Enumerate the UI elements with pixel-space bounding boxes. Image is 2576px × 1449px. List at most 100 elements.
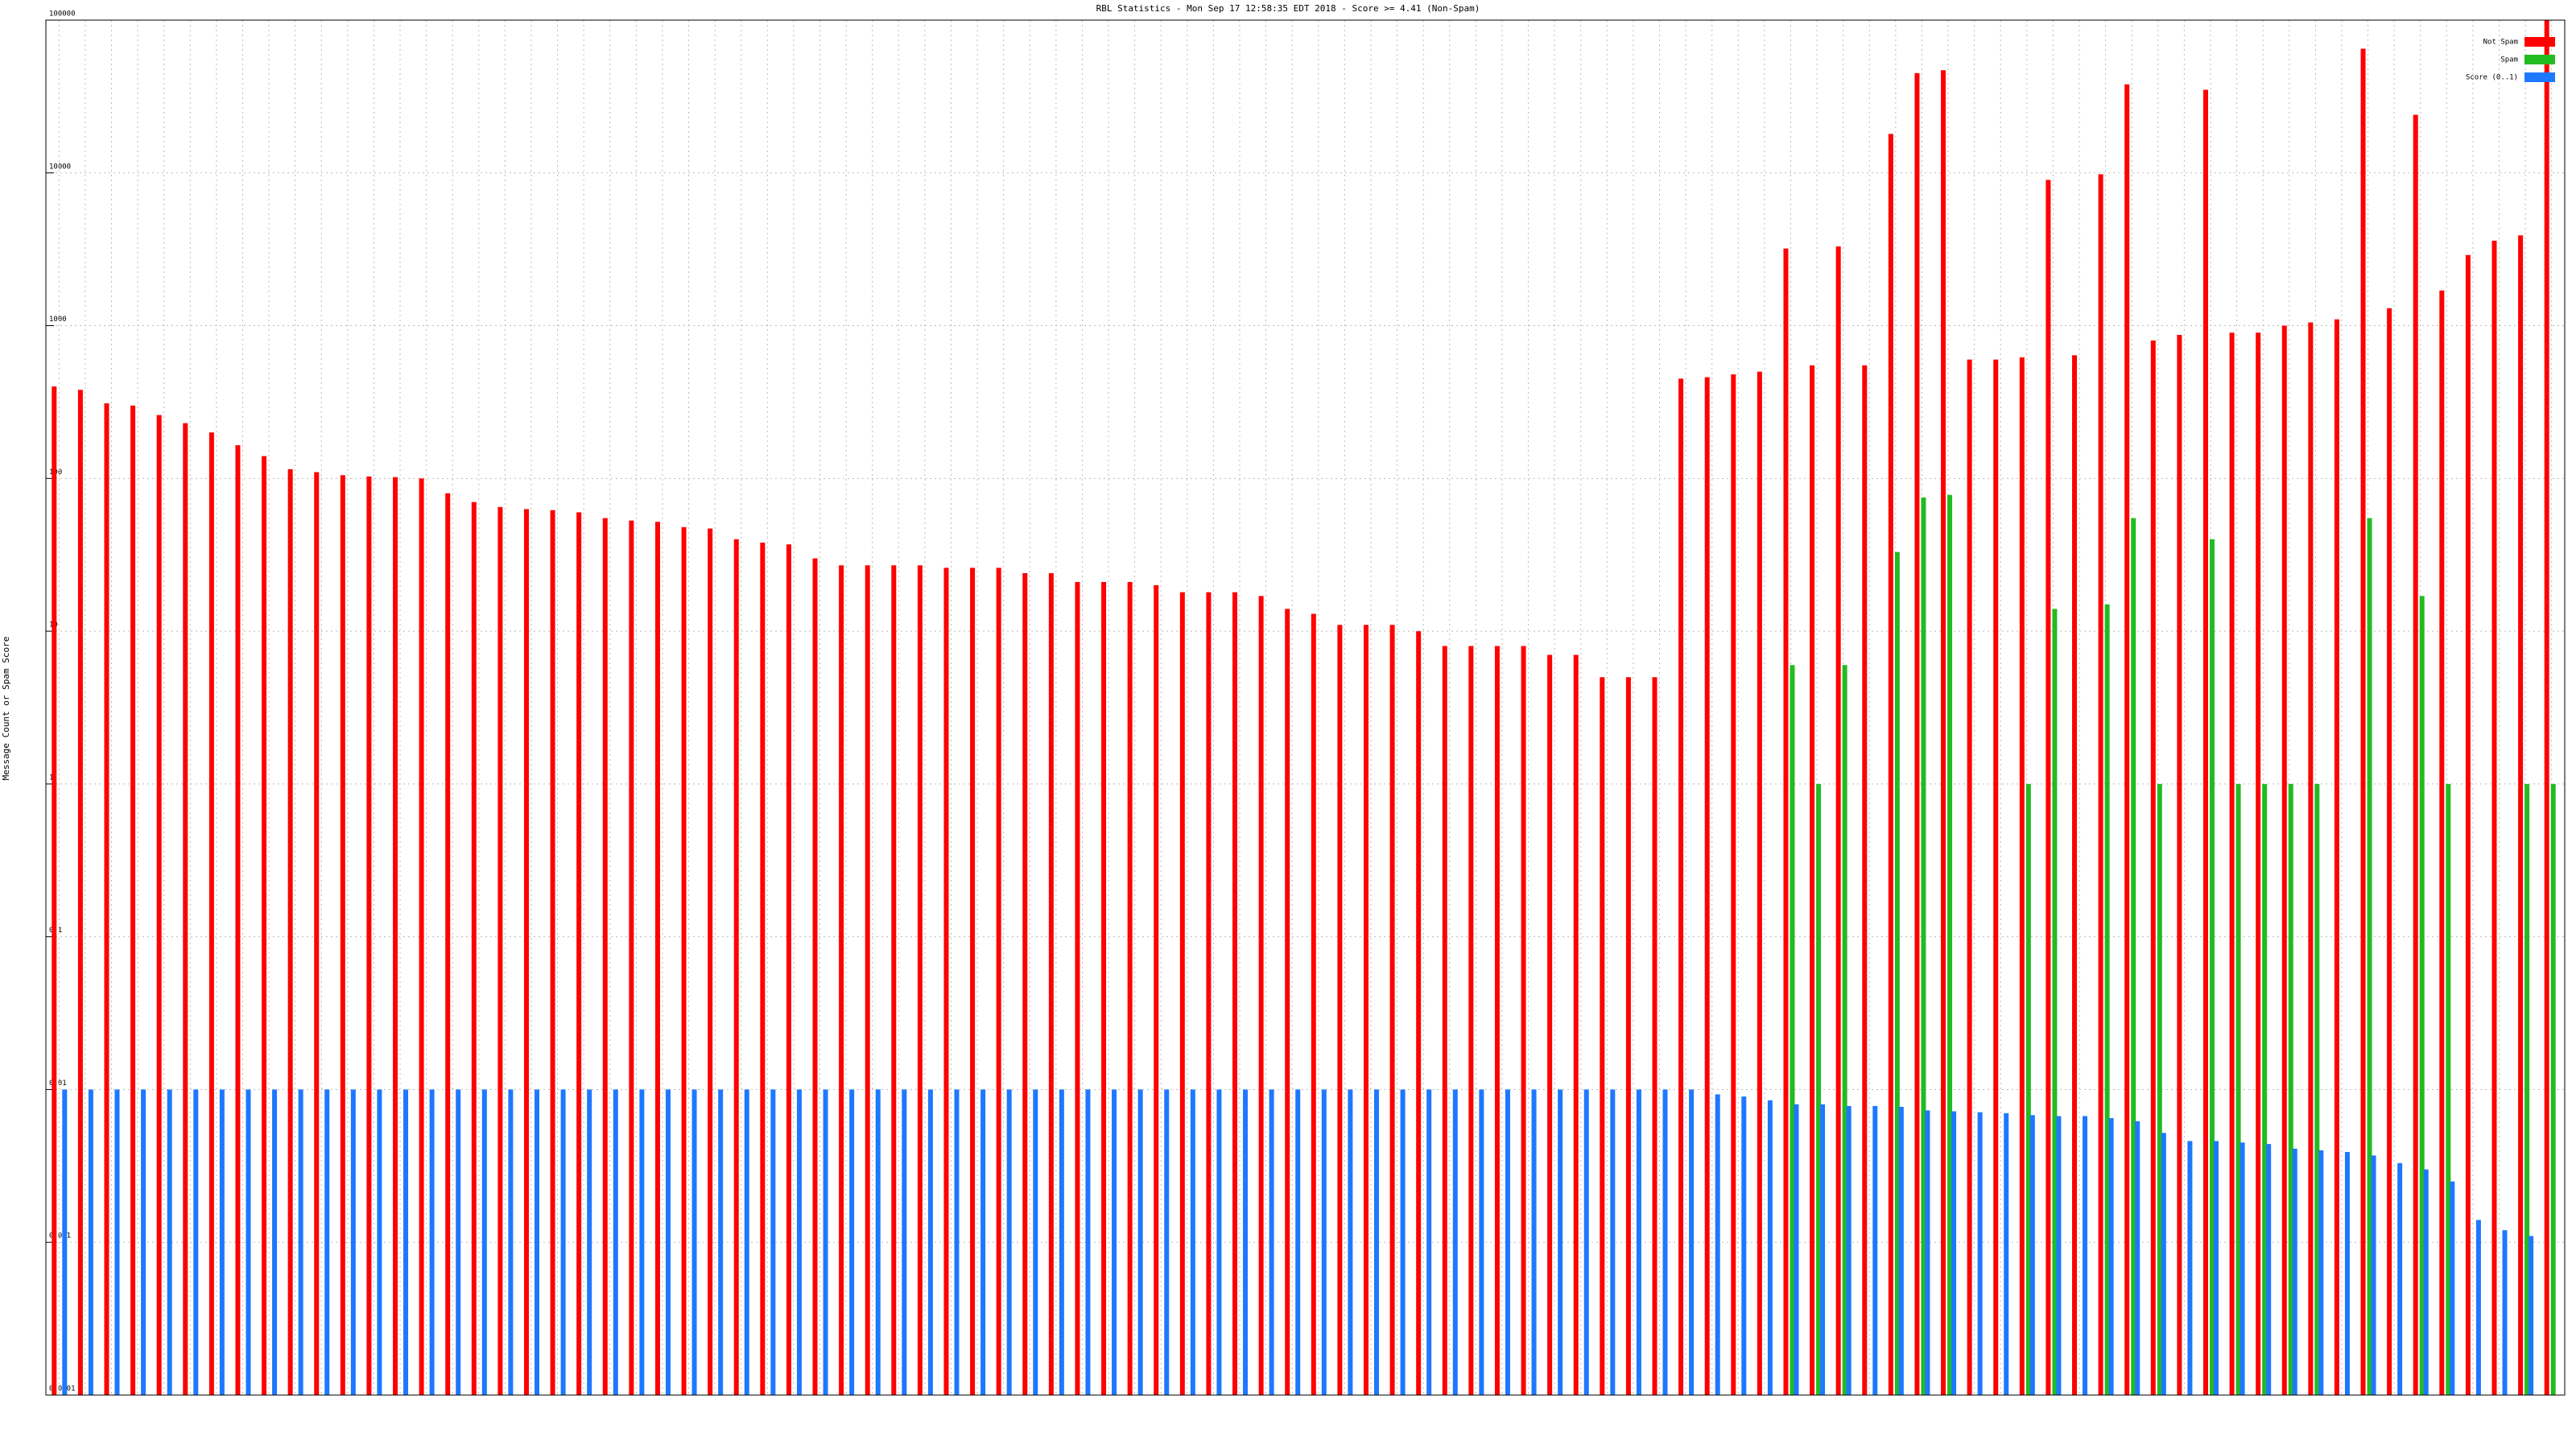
bar bbox=[917, 565, 923, 1396]
bar bbox=[2413, 114, 2418, 1396]
bar bbox=[1006, 1089, 1012, 1395]
bar bbox=[1898, 1106, 1904, 1395]
legend-label: Spam bbox=[2500, 56, 2518, 64]
bar bbox=[1442, 646, 1447, 1395]
bar bbox=[287, 469, 293, 1395]
bar bbox=[2161, 1133, 2166, 1395]
bar bbox=[902, 1089, 907, 1395]
bar bbox=[996, 568, 1001, 1395]
bar bbox=[639, 1089, 645, 1395]
bar bbox=[1816, 783, 1822, 1395]
bar bbox=[786, 544, 791, 1395]
bar bbox=[2475, 1220, 2481, 1395]
bar bbox=[1206, 592, 1212, 1395]
bar bbox=[796, 1089, 802, 1395]
bar bbox=[1505, 1089, 1510, 1395]
bar bbox=[1479, 1089, 1484, 1395]
bar bbox=[1059, 1089, 1064, 1395]
bar bbox=[2124, 84, 2130, 1396]
bar bbox=[812, 558, 818, 1395]
y-tick-label: 1000 bbox=[49, 316, 67, 324]
bar bbox=[1993, 359, 1999, 1396]
bar bbox=[1285, 609, 1290, 1395]
bar bbox=[1164, 1089, 1170, 1395]
bar bbox=[2083, 1116, 2088, 1395]
bar bbox=[2052, 609, 2058, 1395]
bar bbox=[456, 1089, 461, 1395]
bar bbox=[1783, 248, 1789, 1395]
bar bbox=[2367, 518, 2372, 1396]
bar bbox=[2229, 332, 2235, 1396]
y-tick-label: 100000 bbox=[49, 10, 76, 19]
bar bbox=[1947, 494, 1953, 1395]
bar bbox=[1468, 646, 1474, 1395]
plot-frame bbox=[45, 19, 2566, 1396]
bar bbox=[1715, 1094, 1720, 1395]
bar bbox=[2262, 783, 2268, 1395]
bar bbox=[2465, 254, 2471, 1395]
bar bbox=[2288, 783, 2293, 1395]
bar bbox=[849, 1089, 855, 1395]
legend-swatch bbox=[2524, 72, 2555, 82]
bar bbox=[114, 1089, 120, 1395]
bar bbox=[744, 1089, 749, 1395]
bar bbox=[770, 1089, 776, 1395]
bar bbox=[523, 509, 529, 1395]
bar bbox=[2266, 1144, 2272, 1395]
bar bbox=[2235, 783, 2241, 1395]
legend-swatch bbox=[2524, 37, 2555, 47]
bar bbox=[1216, 1089, 1222, 1395]
bar bbox=[2029, 1115, 2035, 1395]
bar bbox=[629, 520, 634, 1395]
bar bbox=[1862, 365, 1868, 1395]
y-tick-label: 0.001 bbox=[49, 1232, 71, 1241]
bar bbox=[1022, 572, 1028, 1395]
bar bbox=[272, 1089, 278, 1395]
bar bbox=[681, 526, 687, 1395]
bar bbox=[943, 568, 949, 1395]
bar bbox=[2056, 1116, 2062, 1395]
bar bbox=[62, 1089, 68, 1395]
bar bbox=[377, 1089, 382, 1395]
bar bbox=[1154, 584, 1159, 1395]
bar bbox=[2371, 1155, 2376, 1395]
bar bbox=[208, 432, 214, 1395]
bar bbox=[2439, 290, 2445, 1395]
bar bbox=[2419, 596, 2425, 1395]
bar bbox=[2360, 48, 2366, 1396]
bar bbox=[445, 493, 451, 1396]
bar bbox=[2004, 1113, 2009, 1395]
bar bbox=[1573, 654, 1579, 1395]
bar bbox=[1269, 1089, 1274, 1395]
bar bbox=[1689, 1089, 1695, 1395]
bar bbox=[167, 1089, 172, 1395]
chart-title: RBL Statistics - Mon Sep 17 12:58:35 EDT… bbox=[1096, 3, 1480, 14]
bar bbox=[1416, 631, 1422, 1395]
bar bbox=[576, 512, 582, 1395]
bar bbox=[1547, 654, 1553, 1395]
bar bbox=[183, 423, 188, 1395]
bar bbox=[1112, 1089, 1117, 1395]
bar bbox=[2524, 783, 2530, 1395]
bar bbox=[708, 528, 713, 1395]
bar bbox=[1731, 374, 1736, 1396]
bar bbox=[1190, 1089, 1195, 1395]
bar bbox=[2150, 340, 2156, 1396]
bar bbox=[2446, 783, 2451, 1395]
bar bbox=[2104, 604, 2110, 1395]
bar bbox=[2518, 235, 2524, 1395]
bar bbox=[1941, 70, 1946, 1396]
bar bbox=[1662, 1089, 1668, 1395]
bar bbox=[2491, 240, 2497, 1395]
bar bbox=[1075, 581, 1080, 1395]
bar bbox=[2072, 355, 2078, 1396]
bar bbox=[366, 476, 372, 1395]
legend-swatch bbox=[2524, 55, 2555, 64]
bar bbox=[1757, 371, 1762, 1396]
bar bbox=[1810, 365, 1815, 1395]
bar bbox=[1872, 1105, 1878, 1395]
bar bbox=[2240, 1142, 2245, 1395]
bar bbox=[891, 565, 897, 1396]
bar bbox=[104, 403, 109, 1396]
bar bbox=[1232, 592, 1238, 1395]
